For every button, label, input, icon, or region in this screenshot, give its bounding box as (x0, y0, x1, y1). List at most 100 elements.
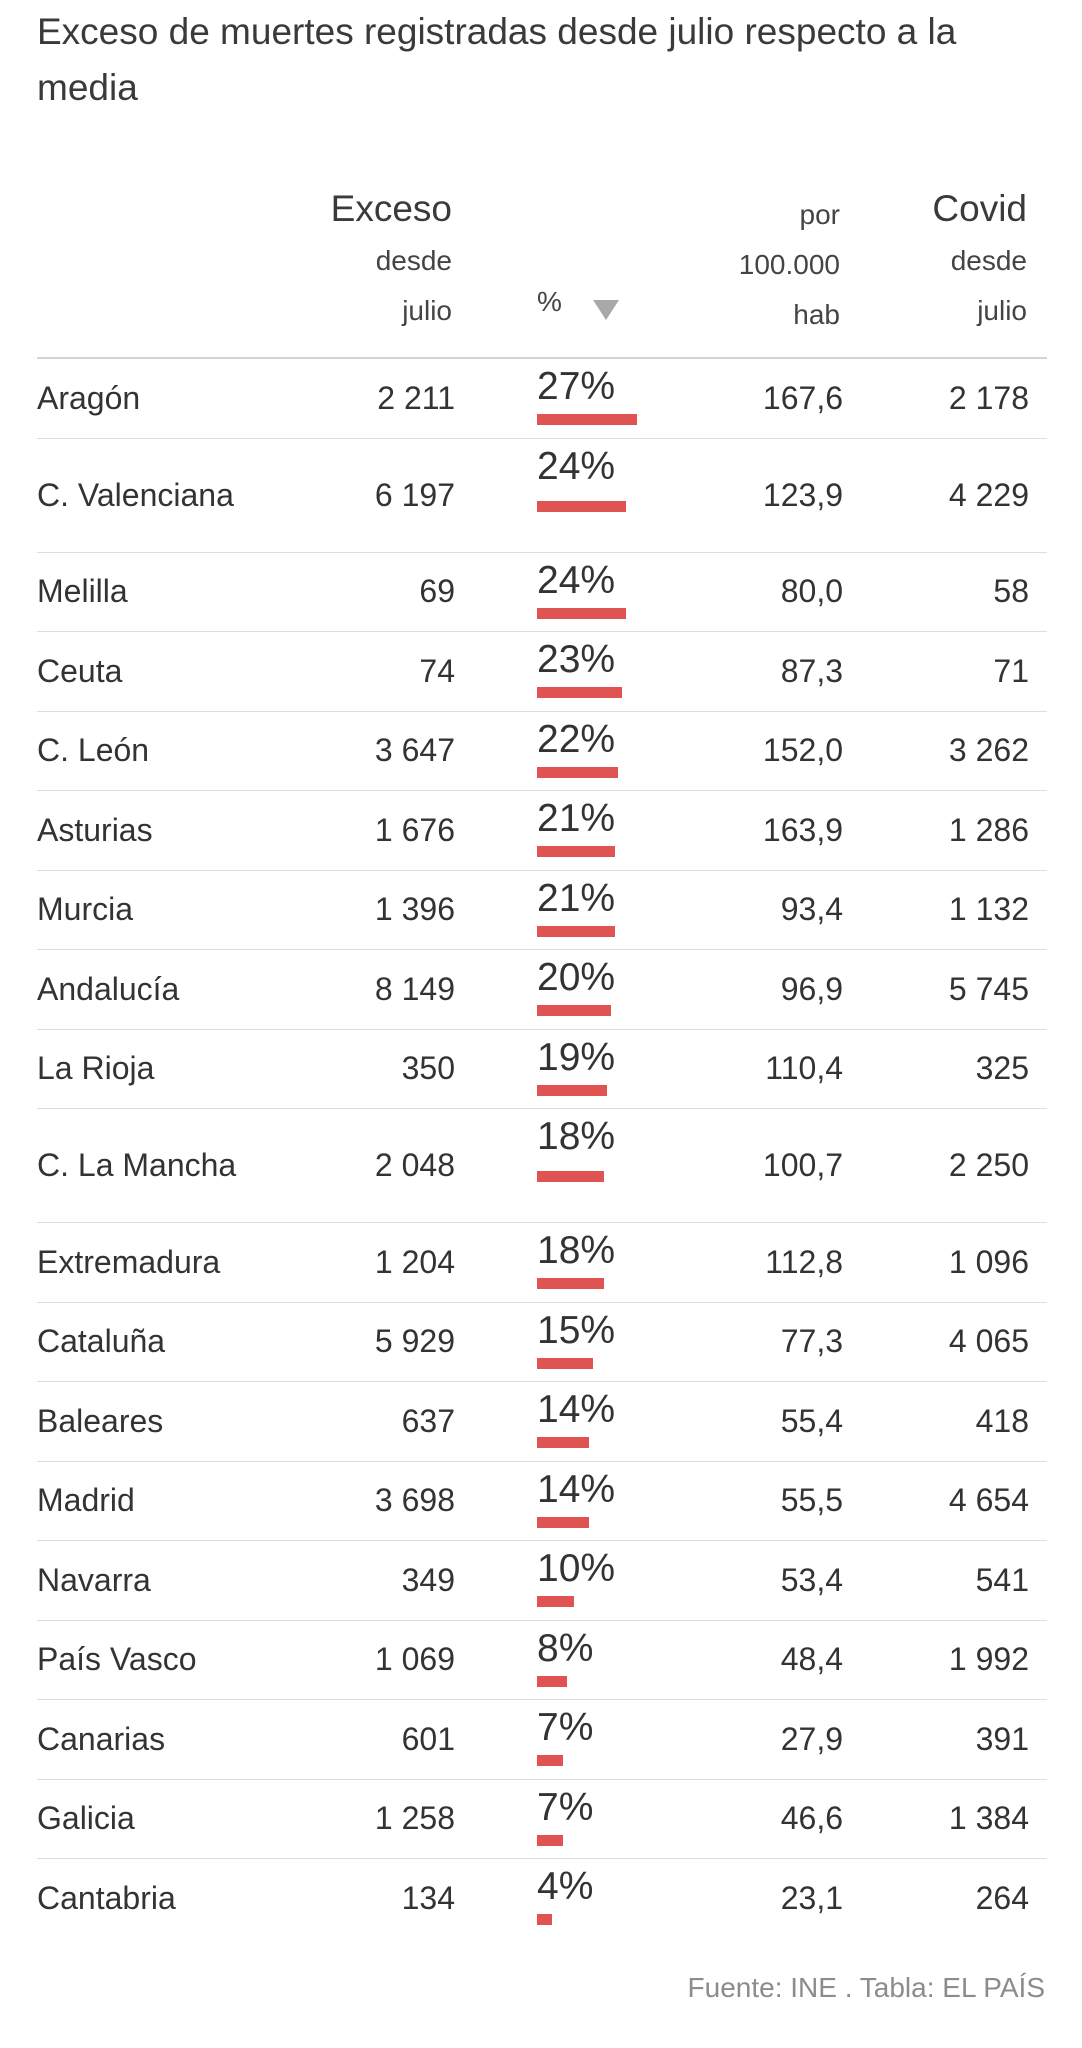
per-100000-value: 100,7 (762, 1147, 843, 1183)
exceso-value: 1 396 (374, 891, 455, 928)
column-header-covid[interactable]: Covid desde julio (932, 182, 1027, 336)
triangle-down-icon[interactable] (593, 300, 619, 320)
region-name: Aragón (37, 379, 141, 416)
exceso-value: 8 149 (374, 970, 455, 1007)
table-row: C. Valenciana 6 197 24% 123,9 4 229 (37, 439, 1047, 553)
column-header-covid-line3: julio (977, 295, 1027, 326)
pct-bar (537, 687, 622, 698)
data-table: Aragón 2 211 27% 167,6 2 178 C. Valenciana 6 1… (37, 359, 1047, 1938)
column-header-pct[interactable]: % (537, 286, 562, 317)
covid-value: 3 262 (948, 732, 1029, 769)
covid-value: 1 132 (948, 891, 1029, 928)
covid-value: 1 992 (948, 1641, 1029, 1678)
pct-label: 19% (537, 1035, 616, 1079)
region-name: Navarra (37, 1561, 151, 1598)
exceso-value: 6 197 (374, 476, 455, 513)
pct-label: 4% (537, 1865, 594, 1908)
per-100000-value: 167,6 (762, 379, 843, 416)
column-header-exceso[interactable]: Exceso desde julio (331, 182, 452, 336)
covid-value: 391 (975, 1720, 1029, 1757)
region-name: País Vasco (37, 1641, 197, 1678)
pct-cell: 8% (537, 1621, 697, 1700)
pct-cell: 21% (537, 791, 697, 870)
per-100000-value: 152,0 (762, 732, 843, 769)
table-row: Baleares 637 14% 55,4 418 (37, 1382, 1047, 1462)
exceso-value: 1 069 (374, 1641, 455, 1678)
pct-cell: 24% (537, 553, 697, 632)
header-divider (37, 357, 1047, 359)
table-row: Andalucía 8 149 20% 96,9 5 745 (37, 950, 1047, 1030)
region-name: C. León (37, 732, 150, 769)
per-100000-value: 80,0 (780, 573, 843, 610)
pct-cell: 18% (537, 1223, 697, 1302)
pct-label: 21% (537, 876, 616, 920)
pct-label: 24% (537, 444, 616, 488)
column-header-hab-line3: hab (793, 299, 840, 330)
covid-value: 1 286 (948, 811, 1029, 848)
covid-value: 541 (975, 1561, 1029, 1598)
pct-bar (537, 1596, 574, 1607)
table-row: Navarra 349 10% 53,4 541 (37, 1541, 1047, 1621)
region-name: Canarias (37, 1720, 166, 1757)
pct-bar (537, 1084, 607, 1096)
pct-bar (537, 1171, 604, 1182)
exceso-value: 3 698 (374, 1482, 455, 1519)
per-100000-value: 110,4 (765, 1050, 843, 1087)
pct-cell: 10% (537, 1541, 697, 1620)
column-header-hab-line1: por (799, 199, 840, 230)
exceso-value: 2 211 (377, 379, 455, 416)
pct-cell: 23% (537, 632, 697, 711)
covid-value: 58 (993, 573, 1029, 610)
exceso-value: 1 676 (374, 811, 455, 848)
region-name: C. La Mancha (37, 1147, 237, 1183)
pct-cell: 14% (537, 1382, 697, 1461)
covid-value: 4 065 (948, 1323, 1029, 1360)
region-name: Extremadura (37, 1243, 221, 1280)
per-100000-value: 123,9 (762, 476, 843, 513)
region-name: Melilla (37, 573, 128, 610)
pct-cell: 22% (537, 712, 697, 791)
pct-bar (537, 1755, 563, 1766)
table-row: Madrid 3 698 14% 55,5 4 654 (37, 1462, 1047, 1541)
region-name: Cantabria (37, 1879, 176, 1916)
pct-bar (537, 1834, 563, 1846)
covid-value: 264 (975, 1879, 1029, 1916)
table-row: Ceuta 74 23% 87,3 71 (37, 632, 1047, 712)
region-name: C. Valenciana (37, 476, 234, 513)
column-header-covid-line2: desde (950, 245, 1027, 276)
column-header-exceso-line2: desde (375, 245, 452, 276)
pct-label: 18% (537, 1229, 616, 1272)
per-100000-value: 55,4 (780, 1402, 843, 1439)
covid-value: 325 (975, 1050, 1029, 1087)
column-header-hab[interactable]: por 100.000 hab (739, 190, 840, 340)
exceso-value: 134 (401, 1879, 455, 1916)
exceso-value: 349 (401, 1561, 455, 1598)
column-header-exceso-line3: julio (402, 295, 452, 326)
pct-bar (537, 766, 618, 778)
covid-value: 2 178 (948, 379, 1029, 416)
pct-label: 10% (537, 1547, 616, 1590)
exceso-value: 69 (419, 573, 455, 610)
pct-cell: 24% (537, 439, 697, 552)
pct-bar (537, 1005, 611, 1016)
pct-label: 24% (537, 558, 616, 602)
exceso-value: 1 204 (374, 1243, 455, 1280)
per-100000-value: 27,9 (780, 1720, 843, 1757)
per-100000-value: 87,3 (780, 652, 843, 689)
per-100000-value: 23,1 (780, 1879, 843, 1916)
per-100000-value: 48,4 (780, 1641, 843, 1678)
pct-cell: 27% (537, 359, 697, 438)
pct-label: 27% (537, 365, 616, 408)
covid-value: 4 654 (948, 1482, 1029, 1519)
pct-cell: 7% (537, 1780, 697, 1859)
pct-bar (537, 1437, 589, 1448)
table-row: Aragón 2 211 27% 167,6 2 178 (37, 359, 1047, 439)
covid-value: 2 250 (948, 1147, 1029, 1183)
column-header-hab-line2: 100.000 (738, 249, 840, 280)
region-name: Galicia (37, 1800, 135, 1837)
region-name: Murcia (37, 891, 134, 928)
table-row: Cataluña 5 929 15% 77,3 4 065 (37, 1303, 1047, 1382)
pct-label: 8% (537, 1626, 594, 1670)
pct-cell: 18% (537, 1109, 697, 1222)
per-100000-value: 112,8 (765, 1243, 843, 1280)
